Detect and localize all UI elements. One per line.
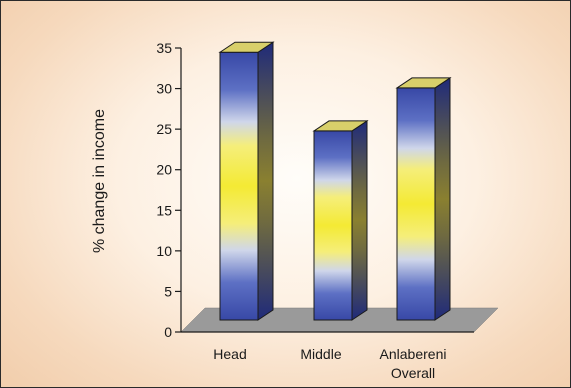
bar [395,76,452,321]
y-tick-label: 30 [156,81,172,97]
x-category-label: Head [213,346,246,362]
y-axis-title: % change in income [91,109,108,253]
y-tick-label: 10 [156,243,172,259]
bar-side-face [351,120,368,321]
y-tick-label: 20 [156,162,172,178]
bar-top-face [218,41,275,53]
y-axis-ticks: 0 5 10 15 20 25 30 35 [156,40,181,340]
bars-group [218,41,452,321]
bar-front-face [219,51,259,321]
y-tick-label: 0 [164,324,172,340]
bar-front-face [313,130,353,321]
category-labels: Head Middle Anlabereni Overall [213,346,446,381]
bar-top-face [312,120,369,132]
bar [312,120,369,321]
y-tick-label: 5 [164,283,172,299]
x-category-label: Middle [300,346,341,362]
bar-front-face [396,87,436,321]
x-category-label: Overall [391,365,435,381]
bar-side-face [434,76,451,321]
y-tick-label: 35 [156,40,172,56]
y-tick-label: 15 [156,202,172,218]
bar-top-face [395,77,452,89]
y-tick-label: 25 [156,121,172,137]
bar-side-face [257,41,274,321]
x-category-label: Anlabereni [380,346,447,362]
bar [218,41,275,321]
